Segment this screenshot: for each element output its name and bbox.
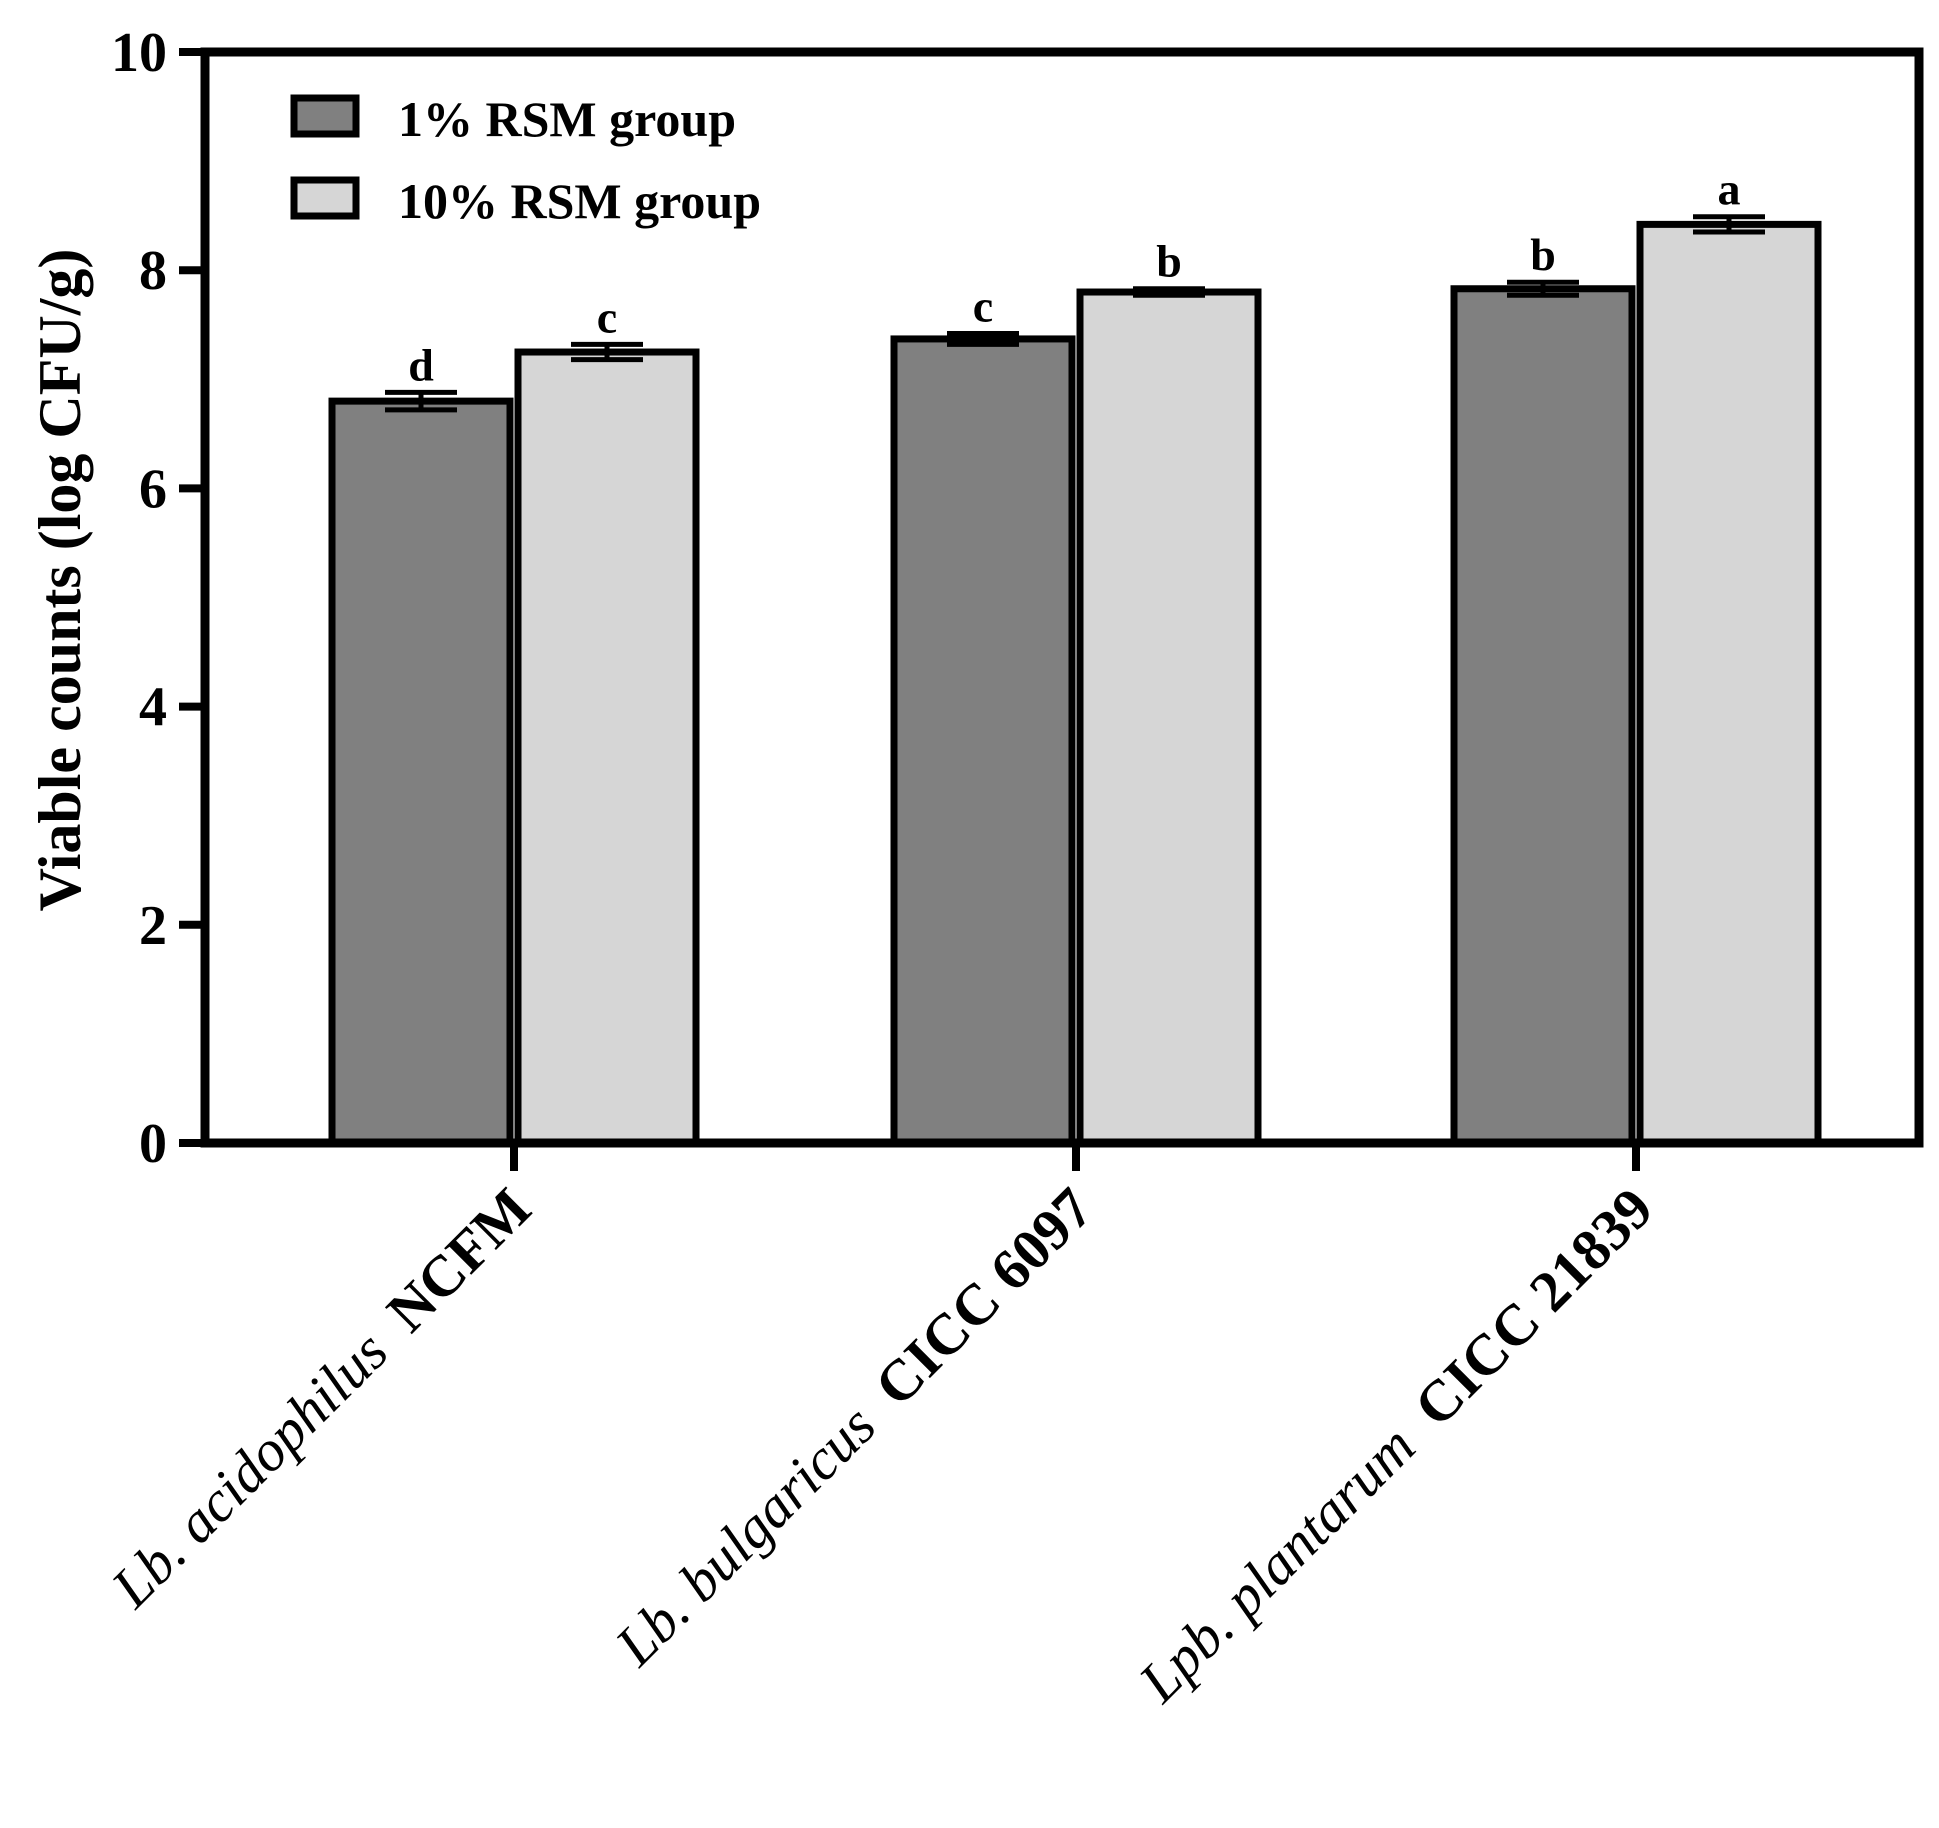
- significance-label: b: [1530, 229, 1556, 280]
- legend-swatch-1pct: [290, 94, 360, 138]
- significance-label: a: [1718, 164, 1741, 215]
- bar: [890, 335, 1076, 1147]
- y-tick-label: 4: [139, 677, 167, 739]
- category-strain: NCFM: [374, 1175, 543, 1344]
- y-tick-label: 6: [139, 458, 167, 520]
- significance-label: c: [597, 291, 617, 342]
- significance-label: b: [1156, 236, 1182, 287]
- y-axis-title: Viable counts (log CFU/g): [27, 249, 93, 912]
- category-species: Lpb. plantarum: [1126, 1413, 1428, 1715]
- category-species: Lb. bulgaricus: [602, 1392, 888, 1678]
- legend-swatch-10pct: [290, 176, 360, 220]
- plot-frame: [200, 47, 1924, 1148]
- legend: 1% RSM group 10% RSM group: [290, 91, 761, 229]
- category-strain: CICC 6097: [862, 1175, 1105, 1418]
- category-strain: CICC 21839: [1402, 1175, 1666, 1439]
- legend-label-10pct: 10% RSM group: [398, 173, 761, 229]
- bar: [1450, 285, 1636, 1147]
- y-tick-label: 2: [139, 895, 167, 957]
- category-label: Lb. acidophilus NCFM: [98, 1175, 543, 1620]
- bar: [1636, 220, 1822, 1147]
- plot-area: d c b c b a 0 2 4 6 8 10: [111, 22, 1924, 1175]
- legend-label-1pct: 1% RSM group: [398, 91, 736, 147]
- category-label: Lb. bulgaricus CICC 6097: [602, 1175, 1105, 1678]
- bar: [328, 397, 514, 1147]
- significance-label: c: [973, 280, 993, 331]
- y-tick-label: 0: [139, 1113, 167, 1175]
- bar: [1076, 288, 1262, 1147]
- category-label: Lpb. plantarum CICC 21839: [1126, 1175, 1666, 1715]
- y-tick-label: 8: [139, 240, 167, 302]
- x-axis-category-labels: Lb. acidophilus NCFM Lb. bulgaricus CICC…: [98, 1175, 1665, 1715]
- significance-label: d: [408, 339, 434, 390]
- category-species: Lb. acidophilus: [98, 1318, 400, 1620]
- bar: [514, 348, 700, 1147]
- y-tick-label: 10: [111, 22, 167, 84]
